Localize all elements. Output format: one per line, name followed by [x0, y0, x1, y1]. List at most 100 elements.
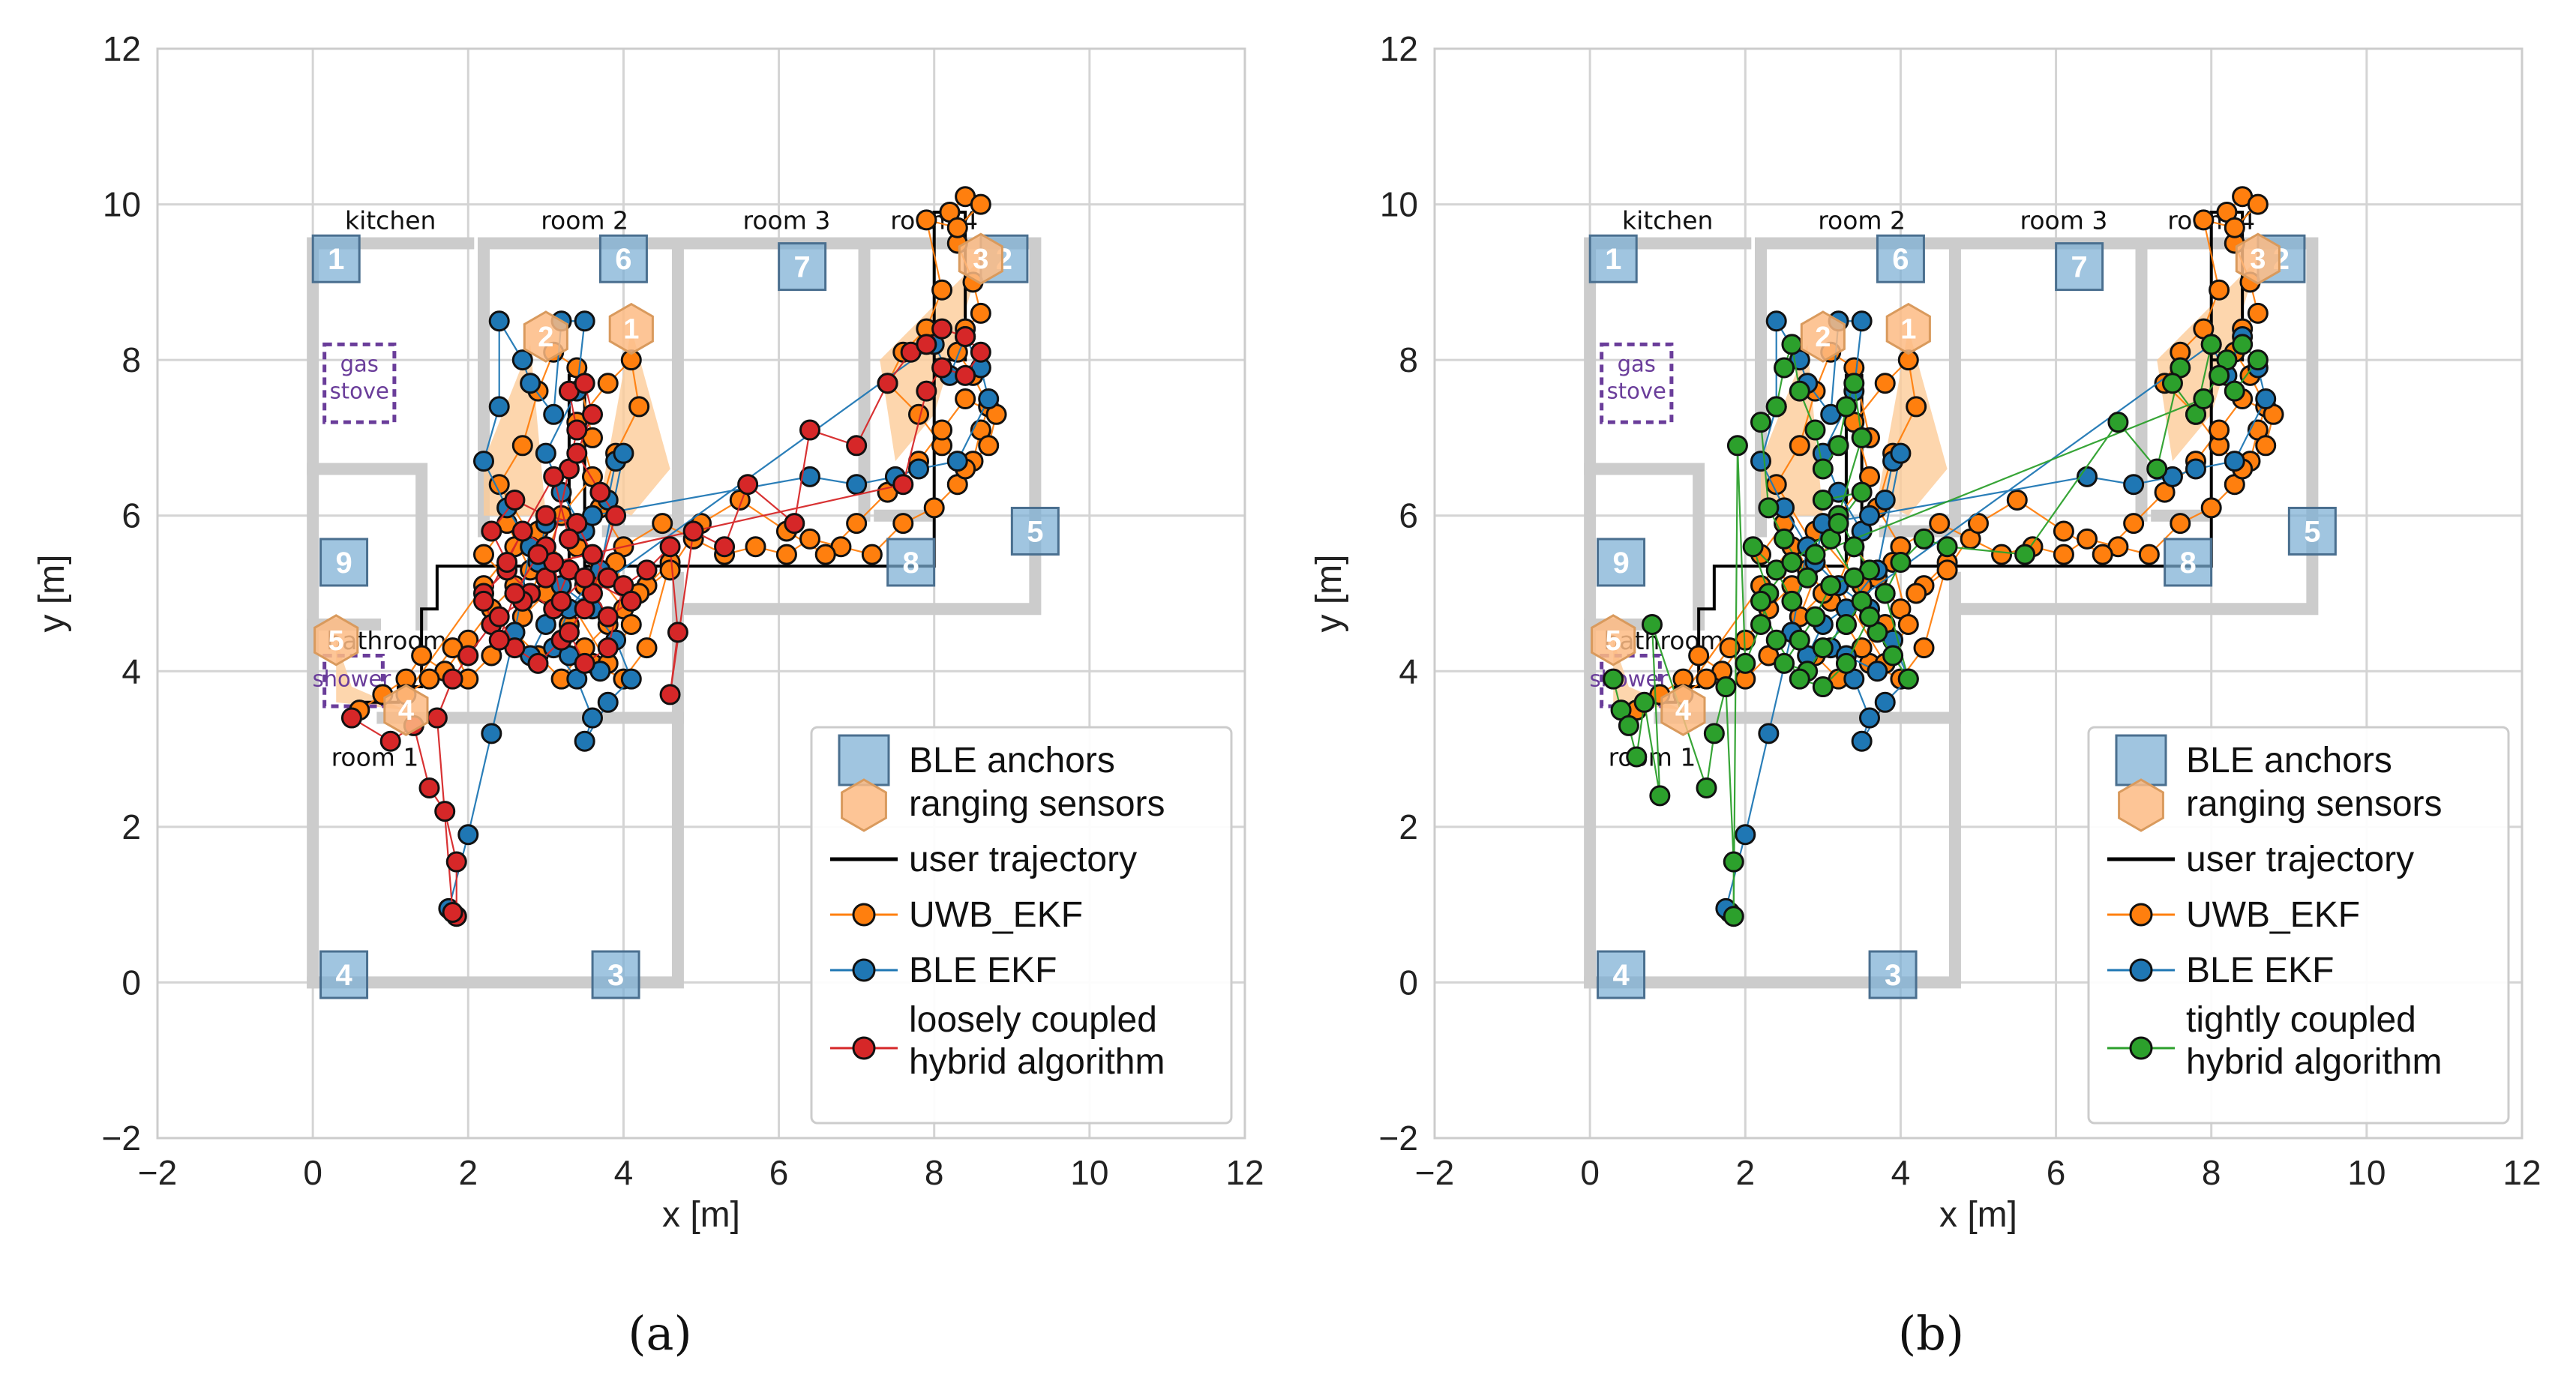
anchor-label: 1 — [1605, 243, 1621, 276]
data-point — [1688, 645, 1710, 667]
ble-anchor — [886, 538, 936, 587]
data-point — [504, 489, 526, 511]
data-point — [799, 419, 820, 441]
ranging-sensor — [1800, 310, 1846, 363]
data-point — [970, 341, 991, 363]
y-tick-label: −2 — [1379, 1119, 1418, 1158]
legend-label: BLE EKF — [2186, 951, 2334, 990]
data-point — [628, 396, 650, 418]
data-point — [550, 590, 572, 612]
data-point — [2232, 334, 2254, 355]
anchor-label: 6 — [1892, 243, 1909, 276]
legend-label: BLE EKF — [909, 951, 1057, 990]
data-point — [923, 497, 945, 519]
legend-sensor-marker — [841, 778, 887, 832]
data-point — [434, 801, 456, 822]
data-point — [1828, 435, 1849, 457]
legend-label: hybrid algorithm — [2186, 1042, 2442, 1082]
data-point — [775, 544, 797, 565]
legend: BLE anchors ranging sensors user trajector… — [810, 726, 1233, 1125]
ble-anchor — [1010, 506, 1060, 556]
anchor-label: 8 — [903, 547, 919, 580]
anchor-label: 3 — [607, 959, 624, 992]
data-point — [488, 396, 510, 418]
x-tick-label: 4 — [1891, 1153, 1911, 1192]
legend-label: UWB_EKF — [2186, 895, 2360, 935]
wall — [307, 711, 684, 989]
y-axis-label: y [m] — [32, 555, 72, 633]
data-point — [1874, 489, 1896, 511]
data-point — [597, 606, 619, 628]
data-point — [1843, 567, 1865, 589]
data-point — [511, 520, 533, 542]
data-point — [597, 373, 619, 394]
y-axis-label: y [m] — [1309, 555, 1349, 633]
data-point — [2123, 513, 2145, 535]
anchor-label: 9 — [1612, 547, 1629, 580]
data-point — [1851, 310, 1873, 332]
data-point — [504, 583, 526, 604]
data-point — [1835, 614, 1857, 636]
data-point — [1804, 544, 1826, 565]
data-point — [481, 723, 502, 744]
data-point — [379, 730, 401, 752]
data-point — [520, 373, 541, 394]
sensor-label: 4 — [398, 695, 414, 726]
data-point — [1936, 559, 1958, 581]
data-point — [916, 334, 937, 355]
data-point — [1723, 906, 1744, 927]
data-point — [970, 302, 991, 324]
data-point — [1812, 637, 1834, 659]
data-point — [667, 622, 688, 643]
data-point — [481, 520, 502, 542]
legend-label: ranging sensors — [909, 784, 1165, 824]
anchor-label: 7 — [794, 251, 811, 284]
x-tick-label: 2 — [458, 1153, 478, 1192]
data-point — [1750, 451, 1771, 472]
y-tick-label: 2 — [1399, 807, 1418, 846]
data-point — [1642, 614, 1663, 636]
data-point — [1742, 536, 1764, 558]
ranging-sensor — [523, 310, 568, 363]
data-point — [511, 435, 533, 457]
data-point — [1715, 676, 1737, 698]
data-point — [1603, 668, 1624, 690]
x-axis-label: x [m] — [1939, 1195, 2017, 1235]
legend-label: loosely coupled — [909, 1000, 1157, 1040]
data-point — [597, 637, 619, 659]
data-point — [589, 481, 611, 503]
sensor-label: 1 — [623, 314, 639, 346]
data-point — [527, 544, 549, 565]
data-point — [2077, 528, 2098, 550]
x-tick-label: 10 — [2347, 1153, 2386, 1192]
data-point — [1765, 629, 1787, 651]
data-point — [946, 217, 968, 238]
x-tick-label: 10 — [1070, 1153, 1108, 1192]
data-point — [620, 614, 642, 636]
legend-label: BLE anchors — [909, 741, 1115, 780]
data-point — [2255, 435, 2277, 457]
appliance-label: stove — [1607, 379, 1666, 404]
legend-sensor-marker — [2118, 778, 2164, 832]
sensor-label: 3 — [973, 244, 988, 275]
data-point — [2247, 302, 2269, 324]
data-point — [2247, 349, 2269, 371]
data-point — [473, 451, 494, 472]
data-point — [1703, 723, 1725, 744]
data-point — [2209, 419, 2230, 441]
data-point — [1758, 497, 1780, 519]
ble-anchor — [1876, 234, 1925, 283]
y-tick-label: 12 — [103, 29, 141, 68]
y-tick-label: 10 — [103, 185, 141, 224]
data-point — [1750, 412, 1771, 433]
y-tick-label: 6 — [121, 496, 141, 535]
data-point — [1851, 730, 1873, 752]
trajectory-line — [359, 210, 967, 704]
data-point — [784, 513, 805, 535]
data-point — [1874, 691, 1896, 713]
data-point — [558, 528, 580, 550]
data-point — [574, 373, 595, 394]
data-point — [946, 451, 968, 472]
data-point — [1781, 590, 1803, 612]
